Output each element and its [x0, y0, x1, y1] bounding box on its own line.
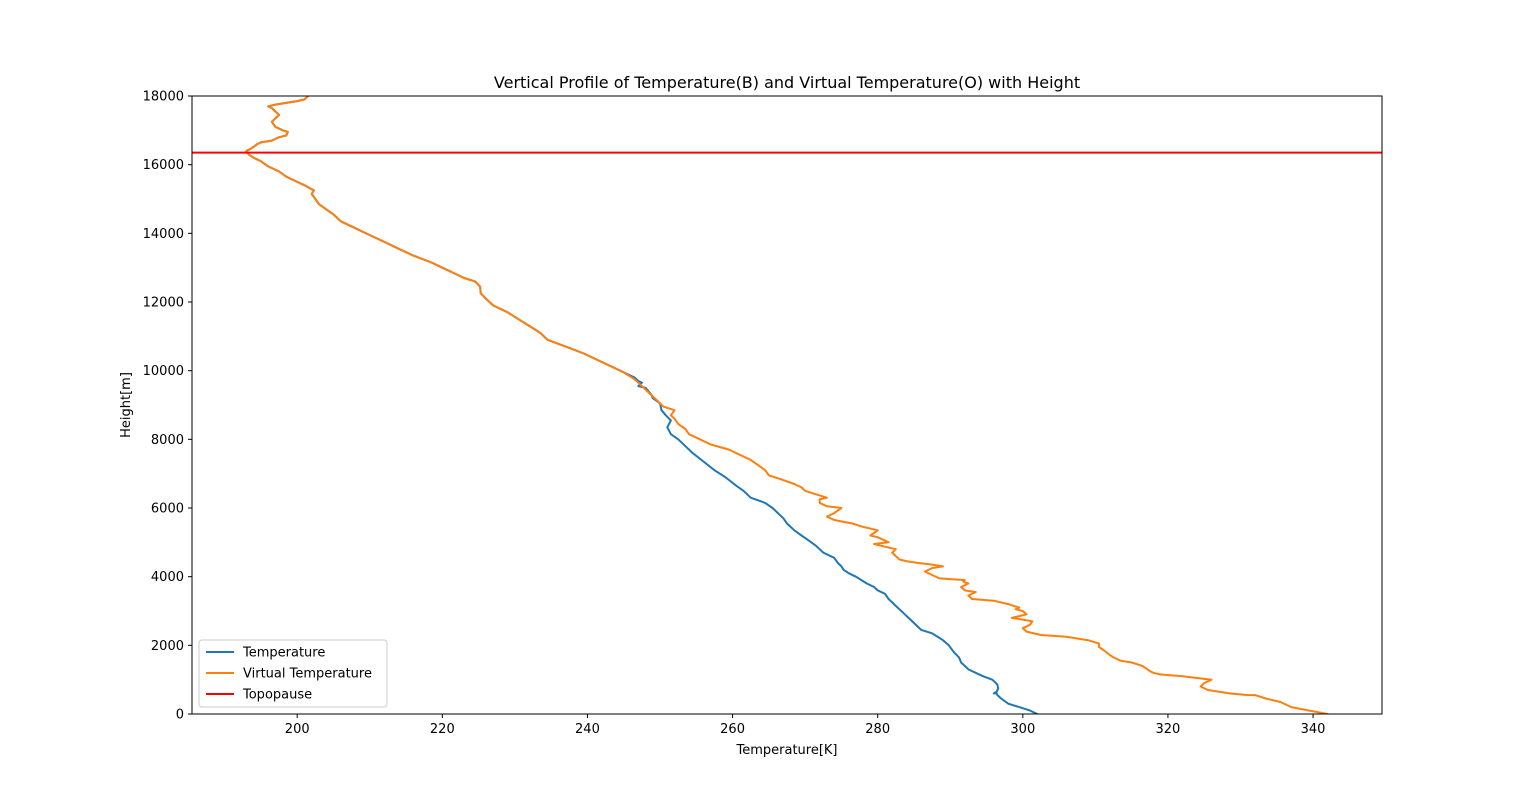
y-tick-label: 12000: [143, 296, 184, 311]
y-tick-label: 14000: [143, 227, 184, 242]
y-tick-label: 6000: [151, 502, 184, 517]
x-tick-label: 240: [575, 722, 600, 737]
legend-label-virtual-temperature: Virtual Temperature: [243, 667, 372, 682]
series-virtual-temperature-line: [245, 96, 1329, 714]
legend: Temperature Virtual Temperature Topopause: [198, 639, 388, 708]
x-tick-label: 320: [1156, 722, 1181, 737]
legend-items: Temperature Virtual Temperature Topopause: [206, 646, 372, 703]
x-tick-label: 220: [430, 722, 455, 737]
chart-title: Vertical Profile of Temperature(B) and V…: [494, 73, 1080, 92]
legend-label-topopause: Topopause: [242, 688, 312, 703]
y-tick-label: 18000: [143, 90, 184, 105]
legend-label-temperature: Temperature: [242, 646, 325, 661]
legend-box: [198, 639, 388, 708]
plot-frame: [191, 95, 1383, 715]
y-tick-label: 16000: [143, 158, 184, 173]
y-tick-label: 2000: [151, 639, 184, 654]
x-tick-label: 260: [720, 722, 745, 737]
x-axis-label: Temperature[K]: [735, 743, 837, 758]
series-group: [192, 96, 1382, 714]
x-tick-label: 340: [1301, 722, 1326, 737]
y-tick-label: 4000: [151, 570, 184, 585]
y-tick-label: 0: [176, 708, 184, 723]
x-tick-label: 200: [285, 722, 310, 737]
x-tick-label: 280: [865, 722, 890, 737]
y-axis-label: Height[m]: [119, 372, 134, 438]
y-tick-label: 8000: [151, 433, 184, 448]
y-tick-label: 10000: [143, 364, 184, 379]
x-axis: 200 220 240 260 280 300 320 340: [285, 714, 1326, 737]
plot-area: [191, 95, 1383, 715]
x-tick-label: 300: [1010, 722, 1035, 737]
y-axis: 0 2000 4000 6000 8000 10000 12000 14000 16000 180…: [143, 90, 192, 723]
